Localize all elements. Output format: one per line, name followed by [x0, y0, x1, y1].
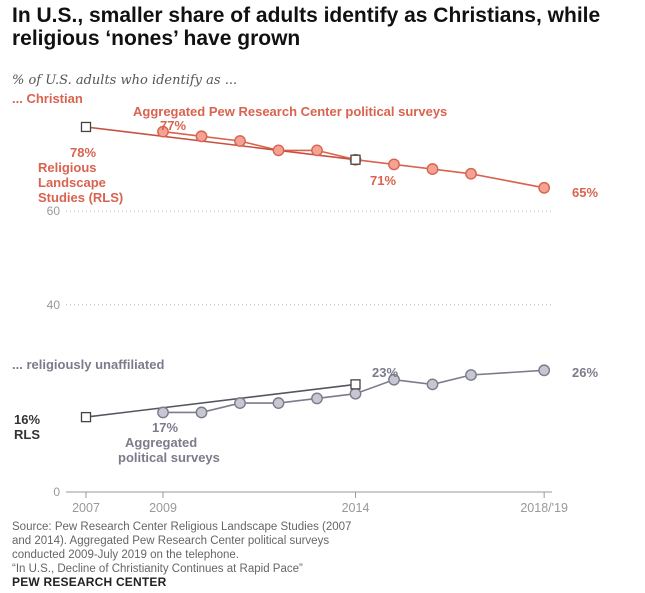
- data-point-christian: [388, 158, 400, 171]
- data-point-unaffiliated: [465, 369, 477, 381]
- y-tick-label: 0: [53, 485, 60, 499]
- value-label-78: 78%: [70, 145, 96, 160]
- group-label-unaffiliated: ... religiously unaffiliated: [12, 357, 164, 372]
- series-line-unaffiliated-square: [85, 383, 356, 418]
- grid: [66, 210, 552, 306]
- axes: 0 40 60 2007 2009 2014 2018/'19: [47, 204, 568, 515]
- annotation-political-surveys: Aggregated Pew Research Center political…: [133, 104, 447, 119]
- value-label-65: 65%: [572, 185, 598, 200]
- data-point-christian: [426, 163, 439, 175]
- source-line: conducted 2009-July 2019 on the telephon…: [12, 549, 239, 561]
- y-tick-label: 60: [47, 204, 61, 218]
- data-point-unaffiliated: [388, 373, 400, 386]
- x-tick-label: 2014: [342, 501, 370, 515]
- data-point-christian-rls: [80, 121, 92, 133]
- series-markers: [80, 121, 551, 423]
- data-point-christian: [157, 125, 169, 138]
- data-point-christian-rls: [350, 154, 361, 165]
- annotation-rls-line1: Religious: [38, 160, 97, 175]
- data-point-unaffiliated: [272, 397, 285, 409]
- value-label-71: 71%: [370, 173, 396, 188]
- annotation-aggregated-line1: Aggregated: [125, 435, 197, 450]
- data-point-christian: [465, 167, 477, 180]
- group-label-christian: ... Christian: [12, 91, 83, 106]
- source-line: and 2014). Aggregated Pew Research Cente…: [12, 535, 330, 547]
- data-point-christian: [538, 181, 551, 194]
- annotation-rls-short: RLS: [14, 427, 40, 442]
- source-note: Source: Pew Research Center Religious La…: [12, 520, 637, 576]
- chart-subtitle: % of U.S. adults who identify as ...: [12, 73, 238, 88]
- value-label-17: 17%: [152, 420, 178, 435]
- data-point-christian: [311, 144, 323, 157]
- data-point-unaffiliated-rls: [80, 411, 92, 423]
- series-line-christian-circle: [162, 130, 545, 189]
- data-point-unaffiliated: [311, 392, 323, 405]
- series-line-unaffiliated-circle: [163, 369, 545, 414]
- data-point-christian: [272, 144, 285, 157]
- brand-label: PEW RESEARCH CENTER: [12, 575, 167, 589]
- annotations: ... Christian ... religiously unaffiliate…: [12, 91, 598, 465]
- value-label-26: 26%: [572, 365, 598, 380]
- series-lines: [85, 126, 545, 418]
- annotation-aggregated-line2: political surveys: [118, 450, 220, 465]
- chart-title: In U.S., smaller share of adults identif…: [12, 4, 601, 50]
- x-tick-label: 2007: [72, 501, 100, 515]
- data-point-unaffiliated: [157, 406, 169, 419]
- data-point-unaffiliated: [538, 364, 551, 377]
- source-line: “In U.S., Decline of Christianity Contin…: [12, 563, 303, 575]
- annotation-rls-line3: Studies (RLS): [38, 190, 123, 205]
- data-point-christian: [234, 135, 246, 147]
- data-point-unaffiliated: [349, 387, 362, 400]
- series-line-christian-square: [85, 126, 356, 161]
- data-point-unaffiliated: [426, 378, 439, 391]
- annotation-rls-line2: Landscape: [38, 175, 106, 190]
- x-tick-label: 2009: [149, 501, 177, 515]
- value-label-23: 23%: [372, 365, 398, 380]
- y-tick-label: 40: [47, 298, 61, 312]
- data-point-christian: [195, 130, 208, 143]
- source-line: Source: Pew Research Center Religious La…: [12, 521, 352, 533]
- line-chart: 0 40 60 2007 2009 2014 2018/'19 ... Christian.…: [12, 91, 598, 515]
- data-point-unaffiliated: [234, 397, 246, 409]
- value-label-16: 16%: [14, 412, 40, 427]
- x-tick-label: 2018/'19: [520, 501, 568, 515]
- value-label-77: 77%: [160, 118, 186, 133]
- data-point-unaffiliated: [195, 406, 208, 419]
- data-point-unaffiliated-rls: [350, 379, 361, 390]
